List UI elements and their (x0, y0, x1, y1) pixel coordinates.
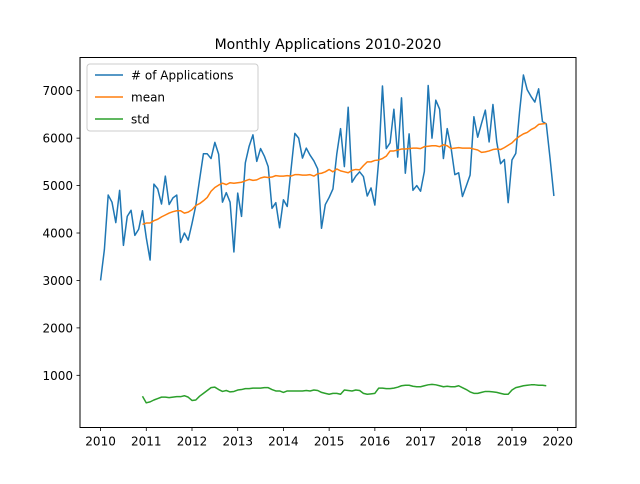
y-axis: 1000 2000 3000 4000 5000 6000 7000 (42, 84, 80, 383)
y-tick-label: 2000 (42, 321, 73, 335)
x-tick-label: 2016 (360, 435, 391, 449)
series-line-std (141, 383, 547, 404)
x-tick-label: 2019 (497, 435, 528, 449)
x-tick-label: 2015 (314, 435, 345, 449)
y-tick-label: 3000 (42, 274, 73, 288)
y-tick-label: 5000 (42, 179, 73, 193)
legend-label-mean: mean (131, 91, 165, 105)
x-tick-label: 2012 (177, 435, 208, 449)
series-layer (99, 74, 555, 404)
x-tick-label: 2010 (85, 435, 116, 449)
series-line-of-applications (99, 74, 555, 281)
x-tick-label: 2014 (268, 435, 299, 449)
legend-items: # of Applications mean std (95, 69, 234, 127)
x-axis: 2010 2011 2012 2013 2014 2015 2016 2017 2018 2019… (85, 427, 573, 449)
legend-label-of-applications: # of Applications (131, 69, 234, 83)
x-tick-label: 2020 (542, 435, 573, 449)
x-tick-label: 2017 (405, 435, 436, 449)
x-tick-label: 2018 (451, 435, 482, 449)
series-line-mean (142, 122, 547, 226)
x-tick-label: 2011 (131, 435, 162, 449)
plot-area-frame (79, 57, 577, 428)
x-tick-label: 2013 (222, 435, 253, 449)
y-tick-label: 6000 (42, 132, 73, 146)
y-tick-label: 4000 (42, 227, 73, 241)
legend-label-std: std (131, 113, 150, 127)
legend: # of Applications mean std (86, 63, 259, 132)
chart-title: Monthly Applications 2010-2020 (215, 37, 442, 53)
legend-box (86, 63, 259, 132)
y-tick-label: 1000 (42, 369, 73, 383)
y-tick-label: 7000 (42, 84, 73, 98)
